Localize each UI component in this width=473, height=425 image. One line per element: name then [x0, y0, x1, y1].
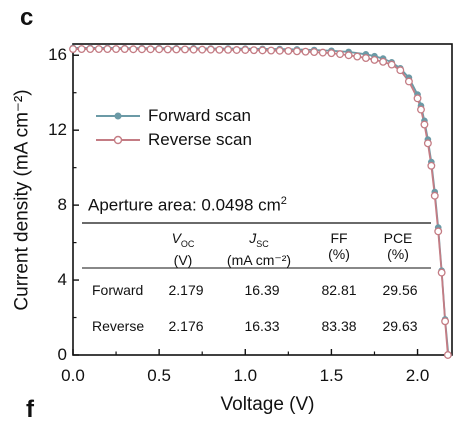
data-point-reverse: [420, 120, 429, 129]
data-point-reverse: [258, 46, 267, 55]
table-cell-reverse-pce: 29.63: [382, 318, 418, 334]
table-row-name-forward: Forward: [92, 282, 144, 298]
table-row-name-reverse: Reverse: [92, 318, 145, 334]
data-point-reverse: [267, 46, 276, 55]
y-tick-label: 16: [48, 45, 67, 65]
x-tick-label: 0.0: [61, 366, 85, 385]
x-tick-label: 2.0: [405, 366, 430, 385]
data-point-reverse: [370, 55, 379, 64]
data-point-reverse: [310, 48, 319, 57]
aperture-area-annotation: Aperture area: 0.0498 cm2: [88, 195, 287, 215]
table-header-jsc: JSC (mA cm⁻²): [226, 230, 292, 268]
axes: [72, 43, 453, 356]
data-point-reverse: [284, 46, 293, 55]
data-point-reverse: [146, 45, 155, 54]
y-tick-label: 0: [57, 345, 67, 364]
data-point-reverse: [86, 45, 95, 54]
panel-letter-f: f: [26, 396, 34, 423]
data-point-reverse: [423, 139, 432, 148]
data-point-reverse: [198, 45, 207, 54]
data-point-reverse: [344, 51, 353, 60]
data-point-reverse: [77, 45, 86, 54]
y-tick-label: 8: [57, 195, 67, 215]
data-point-reverse: [404, 77, 413, 86]
data-point-reverse: [112, 45, 121, 54]
y-tick-label: 4: [57, 270, 67, 290]
data-point-reverse: [172, 45, 181, 54]
data-point-reverse: [129, 45, 138, 54]
data-point-reverse: [441, 317, 450, 326]
x-axis-label: Voltage (V): [220, 394, 315, 415]
plot-frame: [72, 43, 453, 356]
series-layer: [69, 44, 452, 359]
table-header-pce: PCE (%): [383, 230, 413, 262]
data-point-reverse: [437, 268, 446, 277]
data-point-reverse: [241, 46, 250, 54]
legend-swatch-forward: [96, 112, 140, 120]
y-tick-label: 12: [48, 120, 67, 140]
data-point-reverse: [181, 45, 189, 54]
data-point-reverse: [137, 45, 146, 54]
legend-label-reverse: Reverse scan: [148, 130, 252, 149]
table-cell-forward-ff: 82.81: [321, 282, 357, 298]
data-point-reverse: [318, 48, 327, 57]
data-point-reverse: [163, 45, 172, 54]
data-point-reverse: [275, 46, 284, 55]
table-lines: [82, 222, 431, 269]
data-point-reverse: [189, 45, 198, 54]
data-point-reverse: [224, 45, 232, 54]
data-point-reverse: [434, 227, 443, 236]
table-cell-reverse-ff: 83.38: [321, 318, 357, 334]
y-axis-label: Current density (mA cm⁻²): [11, 89, 33, 311]
data-point-reverse: [379, 57, 388, 66]
table-header-ff: FF (%): [328, 230, 350, 262]
data-point-reverse: [430, 191, 439, 200]
data-point-reverse: [336, 50, 344, 59]
table-cell-forward-jsc: 16.39: [244, 282, 280, 298]
data-point-reverse: [293, 47, 301, 56]
data-point-reverse: [443, 351, 452, 359]
data-point-reverse: [327, 49, 336, 58]
data-point-reverse: [94, 45, 103, 54]
data-point-reverse: [396, 66, 405, 75]
legend-label-forward: Forward scan: [148, 106, 251, 125]
data-point-reverse: [120, 45, 129, 54]
data-point-reverse: [413, 94, 422, 103]
table-cell-forward-voc: 2.179: [168, 282, 204, 298]
data-point-reverse: [361, 54, 370, 62]
legend-item-reverse: Reverse scan: [96, 130, 252, 150]
data-point-reverse: [387, 60, 396, 69]
x-tick-label: 1.0: [233, 366, 258, 385]
data-point-reverse: [232, 46, 241, 54]
data-point-reverse: [249, 46, 258, 55]
panel-letter-c: c: [20, 4, 34, 31]
data-point-reverse: [155, 45, 164, 54]
table-cell-reverse-voc: 2.176: [168, 318, 204, 334]
table-header-voc: VOC (V): [171, 230, 195, 268]
data-point-reverse: [206, 45, 215, 54]
data-point-reverse: [215, 45, 224, 54]
data-point-reverse: [427, 161, 436, 170]
data-point-reverse: [103, 45, 112, 54]
data-point-reverse: [353, 52, 362, 61]
table-cell-reverse-jsc: 16.33: [244, 318, 280, 334]
data-point-reverse: [69, 45, 77, 54]
x-tick-label: 0.5: [147, 366, 171, 385]
legend-swatch-reverse: [96, 135, 140, 145]
legend-item-forward: Forward scan: [96, 106, 251, 126]
data-point-reverse: [417, 105, 425, 114]
x-tick-label: 1.5: [319, 366, 344, 385]
table-cell-forward-pce: 29.56: [382, 282, 418, 298]
data-point-reverse: [301, 47, 310, 56]
